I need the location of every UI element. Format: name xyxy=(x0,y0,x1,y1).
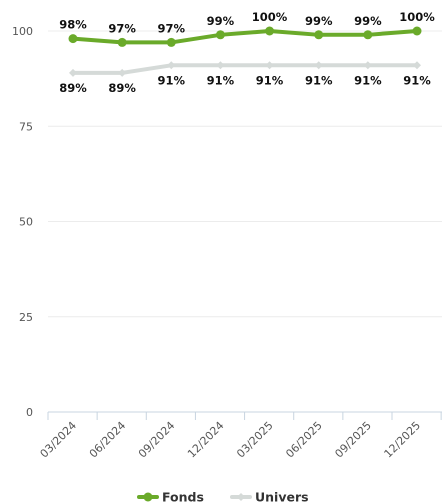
y-tick-label: 0 xyxy=(26,406,33,419)
y-tick-label: 75 xyxy=(19,120,33,133)
series-group: 89% 89% 91% 91% 91% 91% 91% 91% 98% 97% 97% 99% 100%… xyxy=(59,10,435,95)
data-label-univers: 89% xyxy=(108,81,136,95)
data-label-fonds: 100% xyxy=(399,10,435,24)
data-label-fonds: 99% xyxy=(207,14,235,28)
y-tick-label: 50 xyxy=(19,216,33,229)
data-point-univers xyxy=(363,61,372,70)
data-point-fonds xyxy=(215,30,225,40)
x-tick-label: 03/2025 xyxy=(234,419,276,461)
data-label-univers: 91% xyxy=(207,73,235,87)
data-label-fonds: 97% xyxy=(158,21,186,35)
x-tick-label: 09/2025 xyxy=(332,419,374,461)
data-point-fonds xyxy=(265,26,275,36)
data-point-fonds xyxy=(363,30,373,40)
legend-marker-univers[interactable] xyxy=(237,493,245,501)
data-label-univers: 91% xyxy=(354,73,382,87)
x-tick-label: 03/2024 xyxy=(38,419,80,461)
data-point-fonds xyxy=(166,37,176,47)
data-label-fonds: 99% xyxy=(354,14,382,28)
series-line-fonds xyxy=(71,29,419,45)
data-point-univers xyxy=(69,68,77,77)
legend-marker-fonds[interactable] xyxy=(143,492,153,502)
data-point-fonds xyxy=(68,34,78,44)
data-point-fonds xyxy=(117,37,127,47)
data-label-univers: 91% xyxy=(256,73,284,87)
data-point-univers xyxy=(118,68,127,77)
x-tick-label: 06/2024 xyxy=(87,419,129,461)
legend-label-univers[interactable]: Univers xyxy=(255,490,309,504)
legend-label-fonds[interactable]: Fonds xyxy=(162,490,204,504)
data-point-fonds xyxy=(412,26,422,36)
data-point-fonds xyxy=(314,30,324,40)
data-label-fonds: 98% xyxy=(59,18,87,32)
x-tick-label: 12/2025 xyxy=(382,419,424,461)
data-label-univers: 91% xyxy=(305,73,333,87)
x-tick-label: 06/2025 xyxy=(283,419,325,461)
series-line-univers xyxy=(71,63,419,75)
data-label-univers: 91% xyxy=(403,73,431,87)
data-point-univers xyxy=(216,61,225,70)
x-tick-label: 09/2024 xyxy=(136,419,178,461)
x-axis: 03/2024 06/2024 09/2024 12/2024 03/2025 06/20… xyxy=(38,411,442,461)
y-tick-label: 100 xyxy=(12,25,33,38)
data-label-fonds: 100% xyxy=(252,10,288,24)
x-tick-label: 12/2024 xyxy=(185,419,227,461)
y-axis: 0 25 50 75 100 xyxy=(12,25,33,419)
data-point-univers xyxy=(167,61,176,70)
data-point-univers xyxy=(314,61,323,70)
data-label-univers: 91% xyxy=(158,73,186,87)
legend[interactable]: Fonds Univers xyxy=(137,490,309,504)
data-label-fonds: 99% xyxy=(305,14,333,28)
data-label-fonds: 97% xyxy=(108,21,136,35)
data-point-univers xyxy=(413,61,421,70)
data-label-univers: 89% xyxy=(59,81,87,95)
y-tick-label: 25 xyxy=(19,311,33,324)
data-point-univers xyxy=(265,61,274,70)
